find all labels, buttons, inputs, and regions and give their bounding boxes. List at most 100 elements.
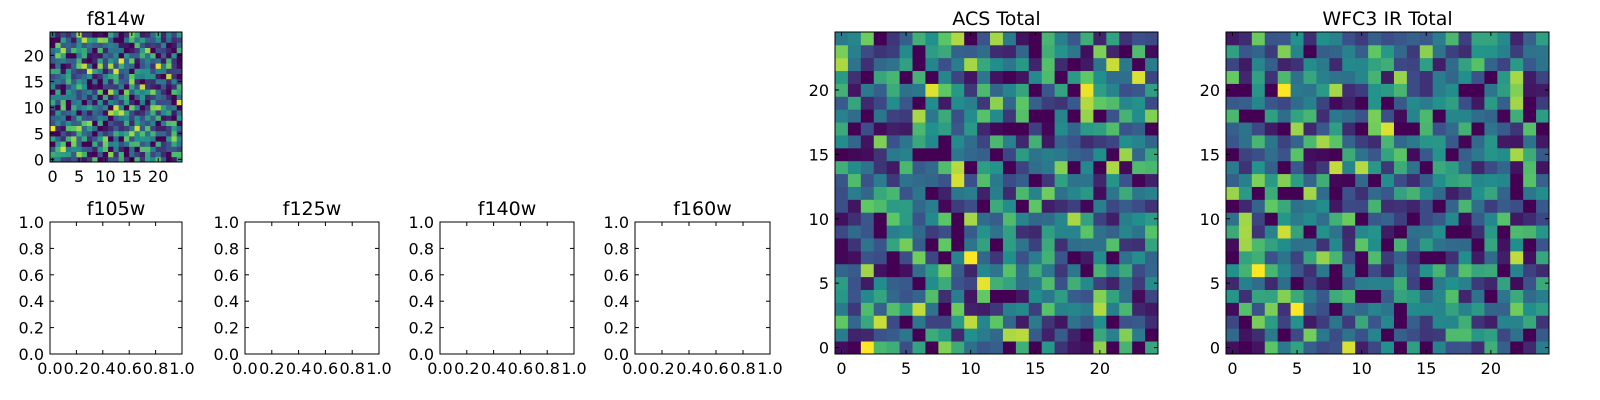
heatmap-cell <box>1226 160 1240 175</box>
heatmap-cell <box>912 250 926 265</box>
y-tick-label: 0.0 <box>19 345 44 364</box>
heatmap-cell <box>145 73 151 80</box>
heatmap-cell <box>873 341 888 355</box>
heatmap-cell <box>1316 57 1330 72</box>
heatmap-cell <box>1119 57 1133 72</box>
heatmap-cell <box>1419 83 1434 97</box>
y-tick-label: 0.8 <box>604 239 629 258</box>
heatmap-cell <box>1406 263 1421 278</box>
heatmap-cell <box>171 58 178 64</box>
heatmap-cell <box>860 96 875 110</box>
panel-title: ACS Total <box>952 8 1040 30</box>
heatmap-cell <box>139 151 146 158</box>
heatmap-cell <box>1251 83 1266 97</box>
heatmap-cell <box>81 47 88 54</box>
heatmap-cell <box>964 276 978 290</box>
heatmap-cell <box>1419 135 1434 149</box>
heatmap-cell <box>1277 147 1291 162</box>
heatmap-cell <box>118 104 125 111</box>
heatmap-cell <box>86 136 93 142</box>
heatmap-cell <box>71 151 77 158</box>
heatmap-cell <box>1290 44 1304 59</box>
heatmap-cell <box>835 250 849 265</box>
heatmap-cell <box>102 125 109 132</box>
heatmap-cell <box>1458 32 1472 46</box>
heatmap-cell <box>1119 263 1133 278</box>
heatmap-cell <box>1355 44 1369 59</box>
heatmap-cell <box>1067 57 1081 72</box>
heatmap-cell <box>977 276 991 290</box>
heatmap-cell <box>1290 109 1304 123</box>
heatmap-cell <box>97 42 104 48</box>
heatmap-cell <box>1432 109 1447 123</box>
heatmap-cell <box>97 146 104 152</box>
heatmap-cell <box>1329 173 1343 187</box>
heatmap-cell <box>1145 147 1159 162</box>
heatmap-cell <box>1368 289 1382 303</box>
heatmap-cell <box>1419 186 1434 200</box>
heatmap-cell <box>1484 122 1498 136</box>
heatmap-cell <box>1290 83 1304 97</box>
heatmap-cell <box>1093 57 1107 72</box>
heatmap-cell <box>1497 44 1511 59</box>
heatmap-cell <box>847 96 862 110</box>
heatmap-cell <box>1510 160 1524 175</box>
heatmap-cell <box>55 130 61 137</box>
heatmap-cell <box>123 99 130 106</box>
heatmap-cell <box>1054 44 1068 59</box>
heatmap-cell <box>1277 289 1291 303</box>
heatmap-cell <box>1093 109 1107 123</box>
heatmap-cell <box>1277 109 1291 123</box>
heatmap-cell <box>1277 212 1291 226</box>
heatmap-cell <box>1368 186 1382 200</box>
heatmap-cell <box>1226 315 1240 329</box>
heatmap-cell <box>155 52 162 59</box>
heatmap-cell <box>1002 328 1017 342</box>
heatmap-cell <box>108 73 114 80</box>
heatmap-cell <box>1002 315 1017 329</box>
heatmap-cell <box>925 263 939 278</box>
heatmap-cell <box>86 47 93 54</box>
heatmap-cell <box>139 156 146 163</box>
heatmap-cell <box>102 89 109 95</box>
heatmap-cell <box>1329 57 1343 72</box>
heatmap-cell <box>1238 276 1253 290</box>
heatmap-cell <box>1445 109 1459 123</box>
heatmap-cell <box>951 276 965 290</box>
heatmap-cell <box>1329 83 1343 97</box>
heatmap-cell <box>65 68 72 74</box>
heatmap-cell <box>1226 109 1240 123</box>
heatmap-cell <box>113 151 120 158</box>
heatmap-cell <box>873 225 888 239</box>
heatmap-cell <box>123 52 130 59</box>
heatmap-cell <box>129 110 135 116</box>
heatmap-cell <box>65 141 72 147</box>
heatmap-cell <box>1106 44 1120 59</box>
heatmap-cell <box>951 212 965 226</box>
heatmap-cell <box>1419 160 1434 175</box>
heatmap-cell <box>1484 328 1498 342</box>
heatmap-cell <box>81 110 88 116</box>
heatmap-cell <box>1406 225 1421 239</box>
heatmap-cell <box>1381 57 1395 72</box>
heatmap-cell <box>886 96 900 110</box>
heatmap-cell <box>977 199 991 213</box>
heatmap-cell <box>1002 173 1017 187</box>
heatmap-cell <box>176 94 183 100</box>
heatmap-cell <box>160 120 167 126</box>
heatmap-cell <box>1523 186 1537 200</box>
heatmap-cell <box>1093 135 1107 149</box>
heatmap-cell <box>1510 122 1524 136</box>
axes-frame <box>439 221 575 355</box>
heatmap-cell <box>160 52 167 59</box>
heatmap-cell <box>835 238 849 252</box>
heatmap-cell <box>1458 341 1472 355</box>
axes-frame <box>49 221 183 355</box>
y-tick-label: 1.0 <box>19 213 44 232</box>
heatmap-cell <box>71 99 77 106</box>
heatmap-cell <box>1510 109 1524 123</box>
heatmap-cell <box>1381 238 1395 252</box>
heatmap-cell <box>1093 83 1107 97</box>
heatmap-cell <box>1226 250 1240 265</box>
heatmap-cell <box>1497 199 1511 213</box>
